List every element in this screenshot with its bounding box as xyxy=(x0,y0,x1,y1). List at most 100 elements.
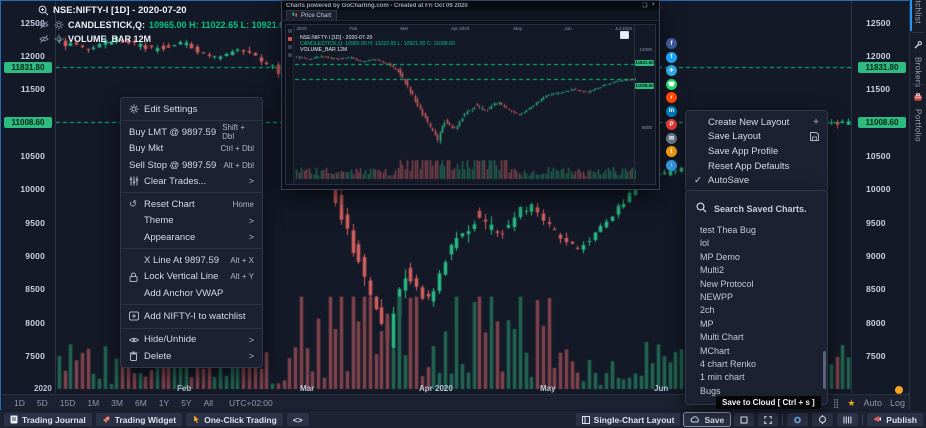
popup-right-axis: 12000 10000 8000 11831.80 11008.60 xyxy=(634,25,655,184)
timezone-label[interactable]: UTC+02:00 xyxy=(229,397,273,408)
publish-button[interactable]: Publish xyxy=(867,413,923,426)
save-button[interactable]: Save xyxy=(683,412,732,427)
price-label: 8500 xyxy=(866,284,886,294)
left-price-axis[interactable]: 12500 12000 11500 10500 10000 9500 9000 … xyxy=(1,1,56,393)
tab-brokers[interactable]: Brokers xyxy=(910,36,926,87)
camera-icon xyxy=(793,416,802,424)
popup-expand-icon[interactable]: ❏ xyxy=(642,3,648,9)
tf-3m[interactable]: 3M xyxy=(111,397,123,408)
right-price-axis[interactable]: 12500 12000 11500 10500 10000 9500 9000 … xyxy=(851,1,909,393)
menu-item-create-new-layout[interactable]: Create New Layout + xyxy=(708,116,819,128)
eye-off-icon[interactable] xyxy=(38,19,49,30)
tf-6m[interactable]: 6M xyxy=(134,397,147,408)
menu-item-sell-stop[interactable]: Sell Stop @ 9897.59 Alt + Dbl xyxy=(129,159,254,171)
tf-all[interactable]: All xyxy=(203,397,214,408)
code-icon: <> xyxy=(292,414,303,425)
share-whatsapp-icon[interactable]: ☎ xyxy=(666,78,677,90)
saved-chart-item[interactable]: MP xyxy=(700,318,714,329)
popup-screenshot-icon[interactable] xyxy=(620,31,629,39)
menu-item-clear-trades[interactable]: Clear Trades... > xyxy=(121,173,262,189)
magnifier-icon[interactable] xyxy=(38,5,49,16)
saved-charts-search[interactable]: Search Saved Charts. xyxy=(686,195,827,224)
menu-item-add-anchor-vwap[interactable]: Add Anchor VWAP xyxy=(144,287,224,299)
trading-journal-button[interactable]: Trading Journal xyxy=(4,413,92,426)
fullscreen-button[interactable] xyxy=(758,413,779,426)
tf-1y[interactable]: 1Y xyxy=(158,397,170,408)
tf-5d[interactable]: 5D xyxy=(36,397,48,408)
saved-chart-item[interactable]: Multi Chart xyxy=(700,332,744,343)
gear-icon[interactable] xyxy=(53,33,64,44)
gear-icon[interactable] xyxy=(53,19,64,30)
menu-item-x-line[interactable]: X Line At 9897.59 Alt + X xyxy=(144,255,254,267)
megaphone-icon xyxy=(873,415,882,424)
calendar-grid-icon[interactable]: ⣿ xyxy=(832,397,840,408)
menu-item-add-to-watchlist[interactable]: Add NIFTY-I to watchlist xyxy=(121,308,262,324)
menu-item-theme[interactable]: Theme > xyxy=(144,215,254,227)
saved-chart-item[interactable]: Bugs xyxy=(700,385,721,396)
single-chart-layout-button[interactable]: Single-Chart Layout xyxy=(575,413,681,426)
share-download-icon[interactable]: ↓ xyxy=(666,159,677,171)
share-email-icon[interactable]: ✉ xyxy=(666,132,677,144)
tool-dot[interactable] xyxy=(287,37,292,41)
reset-icon: ↺ xyxy=(129,199,137,211)
menu-item-appearance[interactable]: Appearance > xyxy=(144,231,254,243)
tab-price-chart[interactable]: Price Chart xyxy=(286,10,338,20)
menu-item-autosave[interactable]: ✓ AutoSave xyxy=(694,175,750,187)
menu-item-lock-vertical-line[interactable]: Lock Vertical Line Alt + Y xyxy=(121,269,262,285)
menu-item-delete[interactable]: Delete > xyxy=(121,348,262,364)
share-reddit-icon[interactable]: r xyxy=(666,92,677,103)
saved-chart-item[interactable]: MChart xyxy=(700,345,730,356)
tf-5y[interactable]: 5Y xyxy=(181,397,192,408)
screenshot-button[interactable] xyxy=(787,413,809,426)
menu-item-edit-settings[interactable]: Edit Settings xyxy=(121,101,262,117)
recenter-button[interactable] xyxy=(812,413,834,426)
saved-chart-item[interactable]: Multi2 xyxy=(700,265,725,276)
saved-chart-item[interactable]: test Thea Bug xyxy=(700,225,756,235)
tab-watchlist[interactable]: Watchlist xyxy=(913,0,923,24)
share-pinterest-icon[interactable]: P xyxy=(666,119,677,130)
popup-title-bar[interactable]: Charts powered by GoCharting.com - Creat… xyxy=(282,1,659,10)
pane-view-button[interactable] xyxy=(734,413,755,426)
saved-chart-item[interactable]: lol xyxy=(700,238,710,249)
floppy-icon xyxy=(810,132,819,142)
code-snippet-button[interactable]: <> xyxy=(286,413,309,426)
log-scale-toggle[interactable]: Log xyxy=(889,398,905,408)
saved-chart-item[interactable]: 1 min chart xyxy=(700,372,745,383)
saved-chart-item[interactable]: 4 chart Renko xyxy=(700,358,757,369)
saved-chart-item[interactable]: NEWPP xyxy=(700,291,734,302)
menu-item-buy-lmt[interactable]: Buy LMT @ 9897.59 Shift + Dbl xyxy=(129,123,246,142)
scrollbar-thumb[interactable] xyxy=(823,351,826,389)
columns-button[interactable] xyxy=(837,413,859,426)
one-click-trading-button[interactable]: One-Click Trading xyxy=(186,413,283,426)
saved-chart-item[interactable]: MP Demo xyxy=(700,251,740,262)
menu-item-hide-unhide[interactable]: Hide/Unhide > xyxy=(121,332,262,348)
favorite-star-icon[interactable]: ★ xyxy=(847,397,856,408)
menu-item-save-layout[interactable]: Save Layout xyxy=(686,130,827,145)
tool-dot[interactable] xyxy=(287,45,292,49)
tab-portfolio[interactable]: Portfolio xyxy=(910,88,926,142)
share-facebook-icon[interactable]: f xyxy=(666,38,677,49)
popup-close-icon[interactable]: × xyxy=(651,2,655,8)
menu-item-save-app-profile[interactable]: Save App Profile xyxy=(708,145,779,157)
tf-15d[interactable]: 15D xyxy=(59,397,76,408)
submenu-arrow-icon: > xyxy=(248,232,254,243)
share-telegram-icon[interactable]: ✈ xyxy=(666,65,677,76)
eye-off-icon[interactable] xyxy=(38,33,49,44)
chart-legend: NSE:NIFTY-I [1D] - 2020-07-20 CANDLESTIC… xyxy=(38,5,336,47)
auto-scale-toggle[interactable]: Auto xyxy=(863,398,882,408)
menu-item-reset-app-defaults[interactable]: Reset App Defaults xyxy=(708,160,790,172)
expand-icon xyxy=(764,415,773,424)
tf-1d[interactable]: 1D xyxy=(14,397,25,408)
tf-1m[interactable]: 1M xyxy=(87,397,100,408)
menu-item-reset-chart[interactable]: ↺ Reset Chart Home xyxy=(129,199,254,211)
tool-dot[interactable] xyxy=(287,29,292,33)
share-tumblr-icon[interactable]: t xyxy=(666,146,677,157)
price-label: 11500 xyxy=(20,84,45,94)
menu-item-buy-mkt[interactable]: Buy Mkt Ctrl + Dbl xyxy=(129,143,254,155)
share-twitter-icon[interactable]: t xyxy=(666,51,677,63)
trading-widget-button[interactable]: Trading Widget xyxy=(95,413,183,426)
share-linkedin-icon[interactable]: in xyxy=(666,105,677,117)
saved-chart-item[interactable]: New Protocol xyxy=(700,278,754,289)
saved-chart-item[interactable]: 2ch xyxy=(700,305,715,316)
tool-dot[interactable] xyxy=(287,53,292,57)
